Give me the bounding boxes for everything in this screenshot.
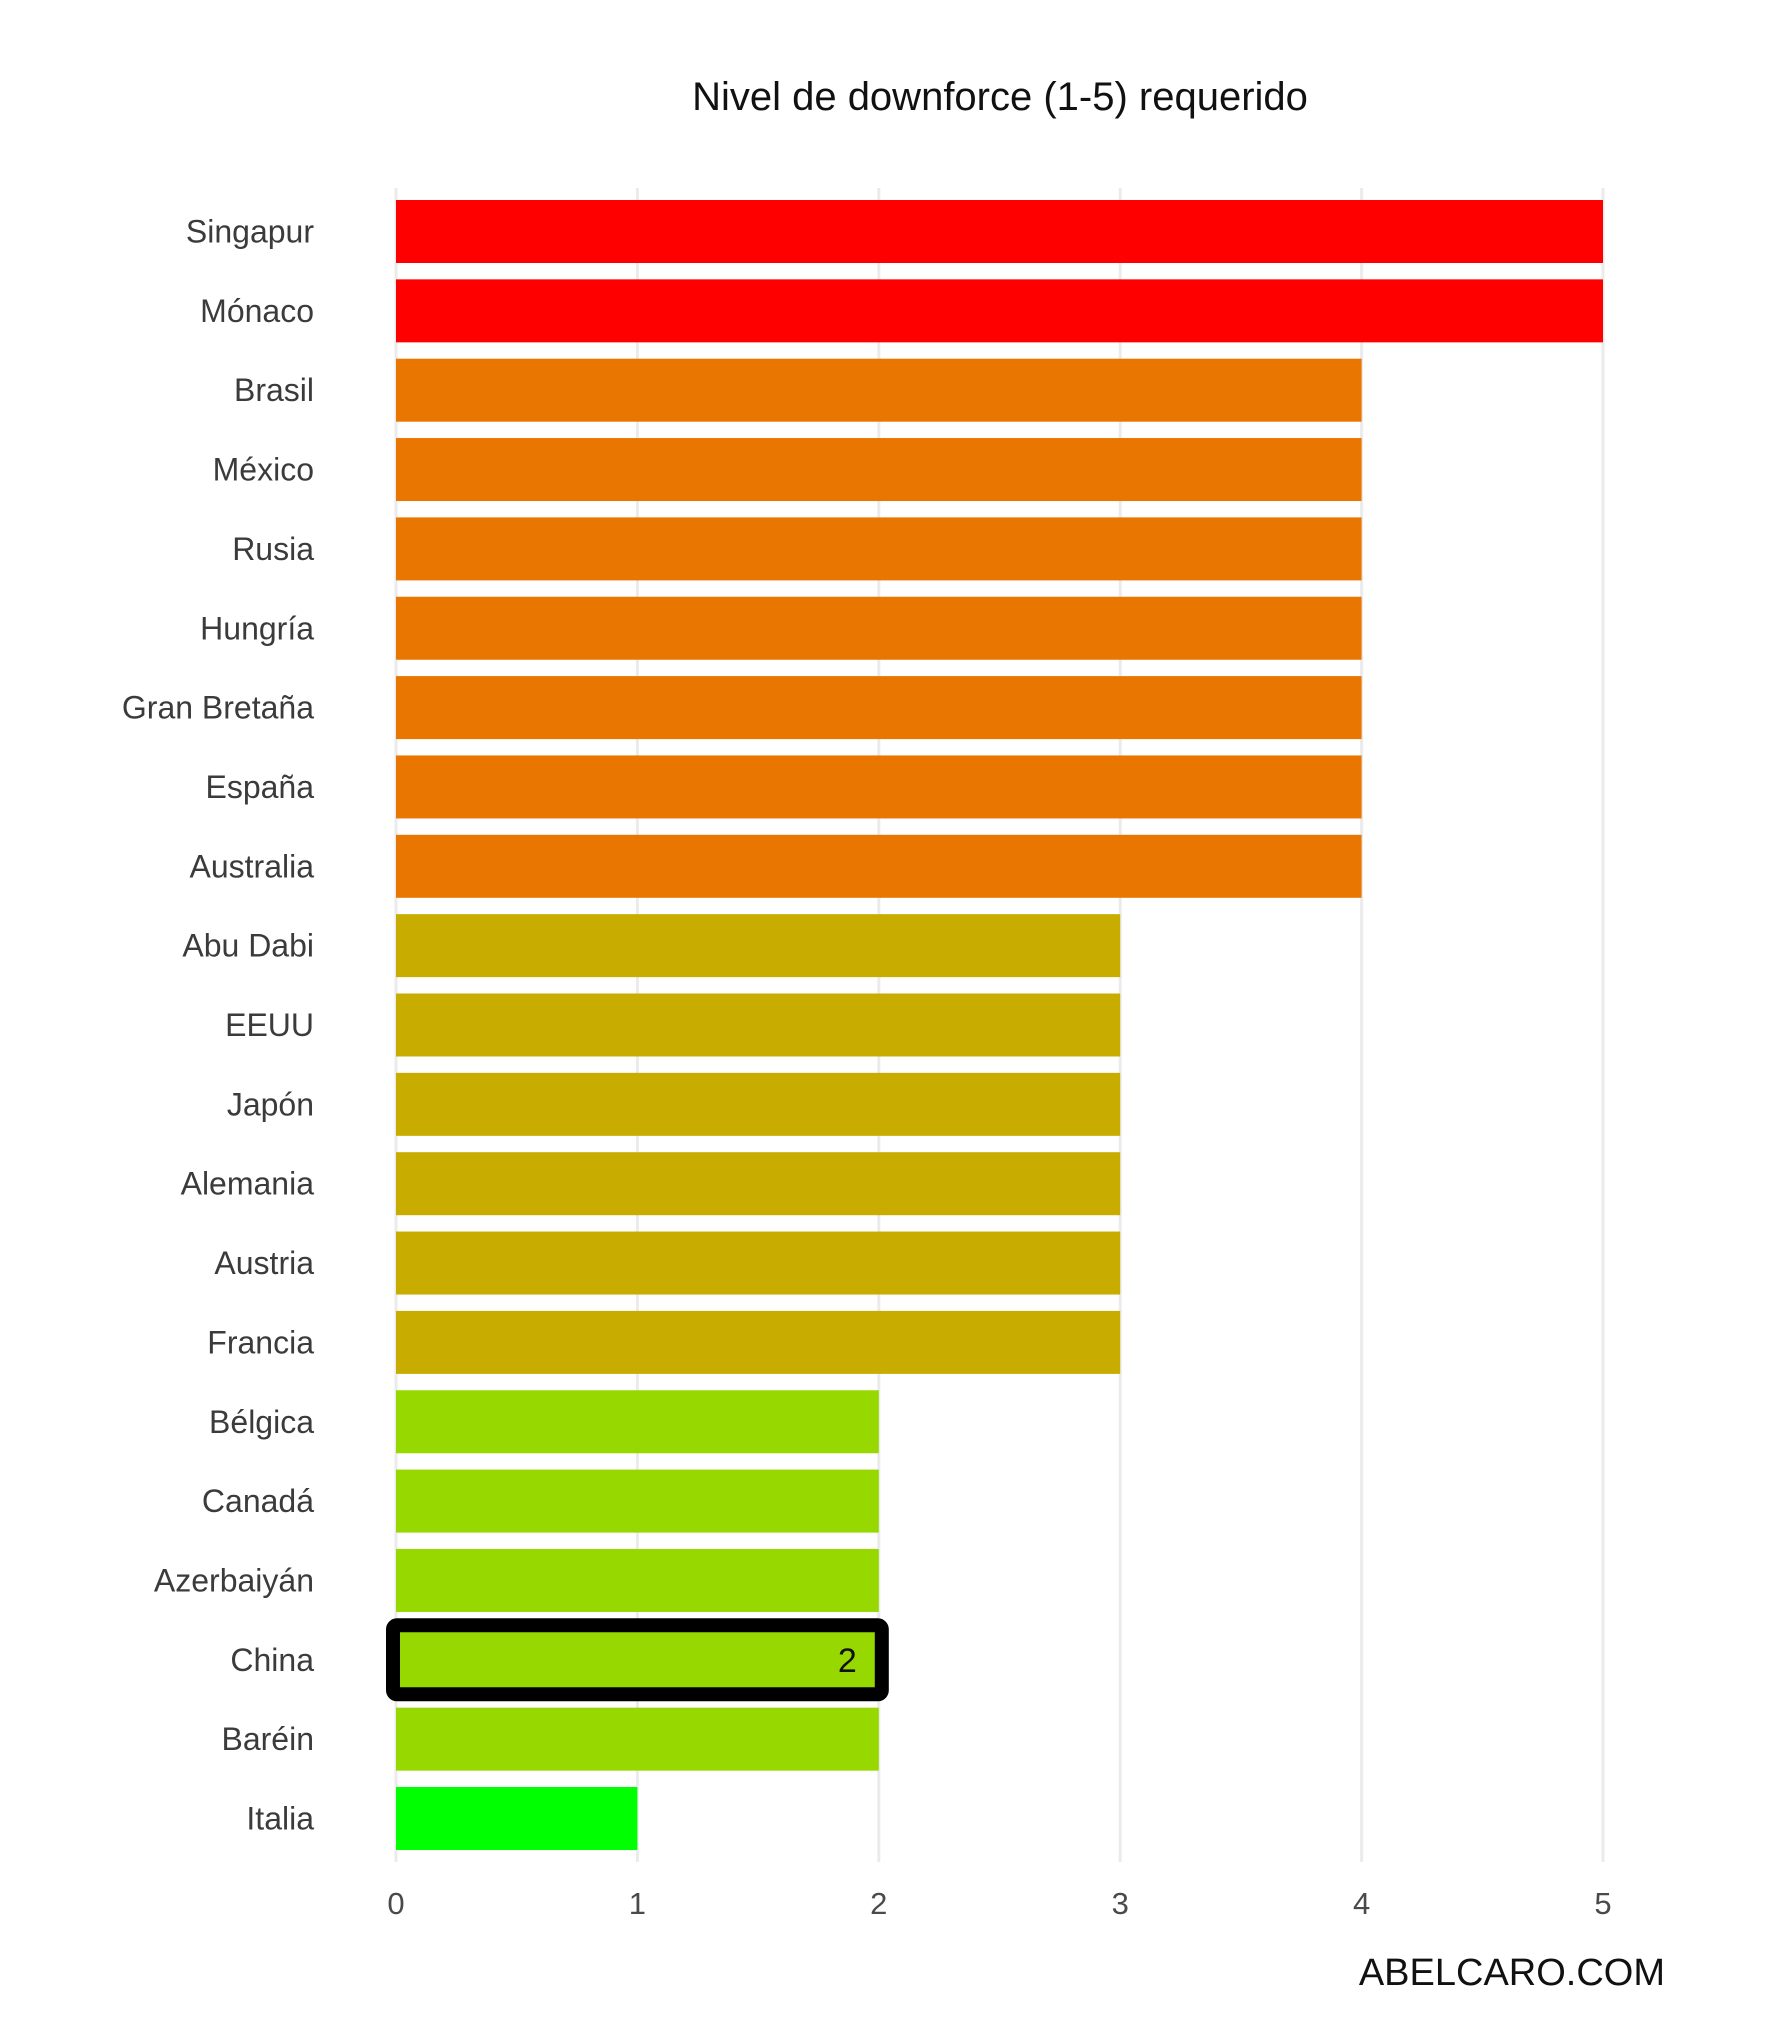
bar-belgica <box>396 1390 879 1454</box>
category-label-canada: Canadá <box>202 1483 314 1519</box>
bar-canada <box>396 1469 879 1533</box>
highlight-value-label: 2 <box>838 1642 857 1680</box>
x-tick-label-3: 3 <box>1112 1886 1129 1921</box>
category-label-rusia: Rusia <box>232 531 314 567</box>
category-label-mexico: México <box>213 452 314 488</box>
bar-eeuu <box>396 993 1121 1057</box>
x-tick-label-4: 4 <box>1353 1886 1370 1921</box>
category-label-hungria: Hungría <box>200 610 314 646</box>
category-label-espana: España <box>205 769 314 805</box>
category-label-brasil: Brasil <box>234 372 314 408</box>
bar-australia <box>396 834 1362 898</box>
category-labels: Singapur Mónaco Brasil México Rusia Hungría Gr… <box>122 214 314 1837</box>
x-tick-label-0: 0 <box>387 1886 404 1921</box>
bar-mexico <box>396 438 1362 502</box>
bar-japon <box>396 1072 1121 1136</box>
bar-gran-bretana <box>396 676 1362 740</box>
category-label-china: China <box>230 1642 314 1678</box>
x-axis-tick-labels: 0 1 2 3 4 5 <box>387 1886 1611 1921</box>
bar-rusia <box>396 517 1362 581</box>
category-label-austria: Austria <box>214 1245 314 1281</box>
category-label-azerbaiyan: Azerbaiyán <box>154 1562 314 1598</box>
category-label-belgica: Bélgica <box>209 1404 314 1440</box>
bar-barein <box>396 1707 879 1771</box>
x-tick-label-2: 2 <box>870 1886 887 1921</box>
category-label-alemania: Alemania <box>181 1166 315 1202</box>
category-label-japon: Japón <box>227 1086 314 1122</box>
bar-abu-dabi <box>396 914 1121 978</box>
bar-francia <box>396 1310 1121 1374</box>
chart-title: Nivel de downforce (1-5) requerido <box>692 75 1308 119</box>
category-label-francia: Francia <box>207 1324 314 1360</box>
bars <box>396 200 1603 1850</box>
bar-italia <box>396 1787 638 1850</box>
category-label-monaco: Mónaco <box>200 293 314 329</box>
category-label-gran-bretana: Gran Bretaña <box>122 690 314 726</box>
bar-austria <box>396 1231 1121 1295</box>
watermark: ABELCARO.COM <box>1359 1952 1665 1994</box>
bar-azerbaiyan <box>396 1548 879 1612</box>
highlight-outline <box>386 1618 889 1702</box>
bar-monaco <box>396 279 1603 343</box>
category-label-abu-dabi: Abu Dabi <box>182 928 314 964</box>
bar-hungria <box>396 596 1362 660</box>
category-label-italia: Italia <box>246 1801 314 1837</box>
category-label-australia: Australia <box>190 848 315 884</box>
category-label-eeuu: EEUU <box>225 1007 314 1043</box>
bar-brasil <box>396 358 1362 422</box>
bar-espana <box>396 755 1362 819</box>
bar-singapur <box>396 200 1603 263</box>
category-label-barein: Baréin <box>222 1721 315 1757</box>
x-tick-label-1: 1 <box>629 1886 646 1921</box>
category-label-singapur: Singapur <box>186 214 314 250</box>
x-tick-label-5: 5 <box>1594 1886 1611 1921</box>
bar-alemania <box>396 1152 1121 1216</box>
bar-china <box>396 1628 879 1692</box>
highlight: 2 <box>386 1618 889 1702</box>
